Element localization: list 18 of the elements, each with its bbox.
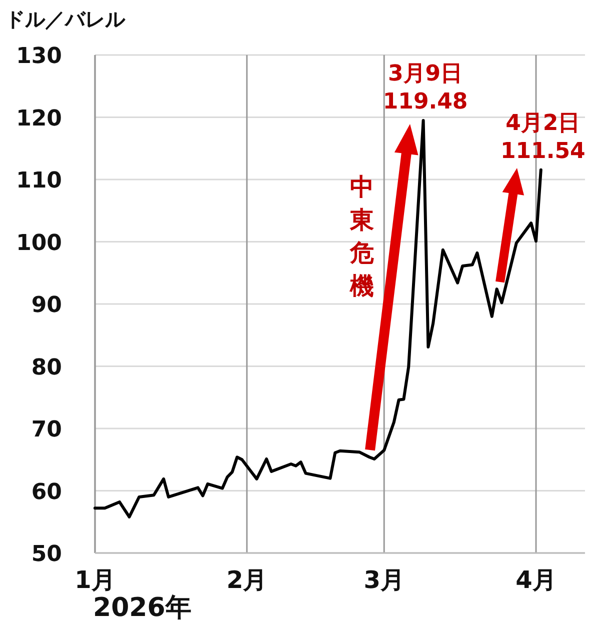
y-tick-label: 90 xyxy=(31,293,62,318)
annotation: 3月9日 119.48 xyxy=(382,61,468,114)
x-tick-label: 3月 xyxy=(364,566,404,594)
y-tick-label: 60 xyxy=(31,480,62,505)
y-tick-label: 120 xyxy=(16,106,62,132)
y-tick-label: 130 xyxy=(16,44,62,69)
y-tick-label: 100 xyxy=(16,230,62,256)
x-tick-label: 1月 xyxy=(74,566,116,594)
y-tick-label: 110 xyxy=(16,168,62,194)
y-tick-label: 50 xyxy=(31,542,62,567)
annotation: 中東危機 xyxy=(349,173,374,300)
x-tick-label: 4月 xyxy=(516,566,556,594)
y-axis-title: ドル／バレル xyxy=(5,7,126,31)
x-tick-label: 2月 xyxy=(226,566,268,594)
x-axis-title: 2026年 xyxy=(93,593,192,622)
annotation: 4月2日 111.54 xyxy=(500,110,586,164)
y-tick-label: 80 xyxy=(31,355,62,380)
y-tick-label: 70 xyxy=(31,418,62,442)
